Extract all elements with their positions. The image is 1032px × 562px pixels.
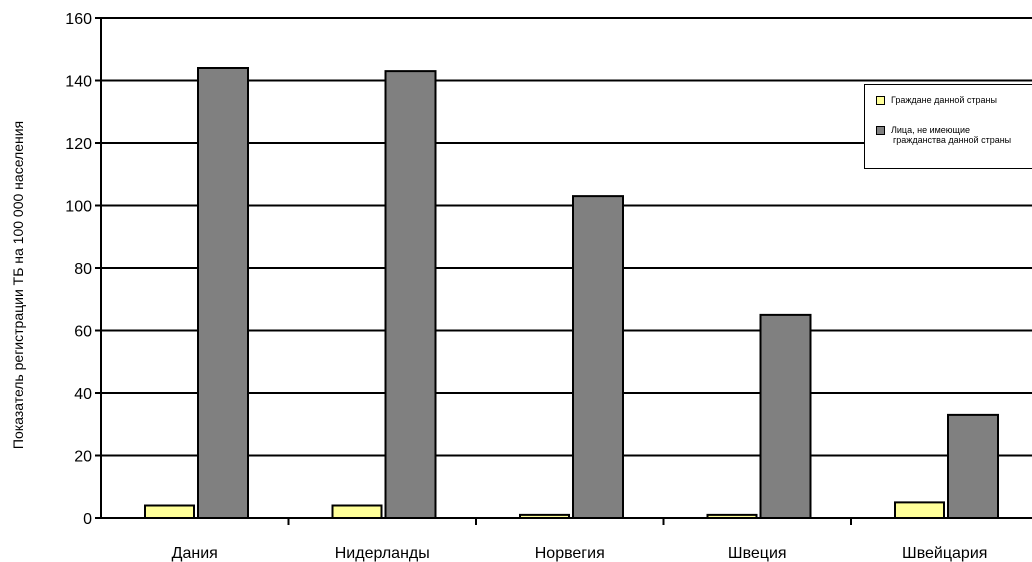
y-tick-label: 160: [65, 11, 92, 28]
y-tick-label: 20: [74, 449, 92, 466]
y-tick-label: 60: [74, 324, 92, 341]
bar-citizens: [706, 513, 758, 519]
y-tick-label: 0: [83, 511, 92, 528]
legend: Граждане данной страны Лица, не имеющие …: [864, 84, 1032, 169]
y-tick-label: 100: [65, 199, 92, 216]
legend-swatch-citizens: [876, 96, 885, 105]
legend-item-citizens: Граждане данной страны: [876, 95, 997, 105]
x-tick-label: Нидерланды: [335, 545, 430, 562]
bar-noncitizens: [572, 195, 624, 519]
bar-citizens: [144, 504, 195, 519]
x-tick-label: Норвегия: [535, 545, 605, 562]
bar-noncitizens: [384, 70, 437, 519]
y-tick-label: 80: [74, 261, 92, 278]
bar-noncitizens: [759, 313, 812, 519]
legend-label-noncitizens-line2: гражданства данной страны: [893, 135, 1012, 145]
y-axis-label: Показатель регистрации ТБ на 100 000 нас…: [10, 120, 26, 450]
y-tick-label: 120: [65, 136, 92, 153]
legend-label-citizens: Граждане данной страны: [891, 95, 997, 105]
legend-swatch-noncitizens: [876, 126, 885, 135]
bar-citizens: [331, 504, 383, 519]
legend-item-noncitizens: Лица, не имеющие гражданства данной стра…: [876, 125, 1011, 145]
y-tick-label: 40: [74, 386, 92, 403]
x-tick-label: Дания: [172, 545, 218, 562]
x-tick-label: Швейцария: [902, 545, 987, 562]
bar-citizens: [894, 501, 945, 519]
x-tick-label: Швеция: [728, 545, 787, 562]
y-tick-label: 140: [65, 74, 92, 91]
bar-noncitizens: [197, 67, 249, 519]
bar-citizens: [519, 513, 570, 519]
legend-label-noncitizens-line1: Лица, не имеющие: [891, 125, 970, 135]
bar-noncitizens: [947, 413, 999, 519]
